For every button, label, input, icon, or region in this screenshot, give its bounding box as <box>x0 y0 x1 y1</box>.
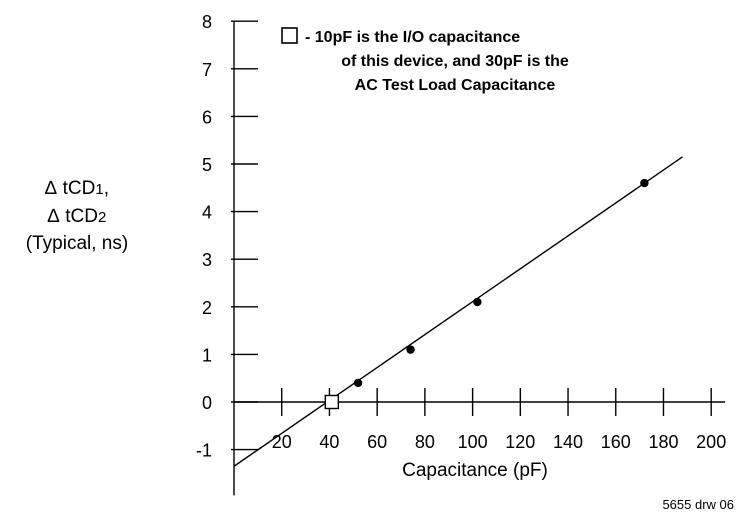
x-tick-label: 100 <box>458 432 488 452</box>
data-point <box>354 379 362 387</box>
data-point <box>406 345 414 353</box>
y-tick-label: 3 <box>202 250 212 270</box>
x-tick-label: 80 <box>415 432 435 452</box>
y-tick-label: -1 <box>196 441 212 461</box>
annotation: - 10pF is the I/O capacitance of this de… <box>282 28 569 94</box>
y-tick-label: 8 <box>202 12 212 32</box>
y-tick-label: 1 <box>202 345 212 365</box>
x-tick-label: 180 <box>648 432 678 452</box>
x-tick-label: 140 <box>553 432 583 452</box>
y-axis-label-line-2: ∆ tCD2 <box>48 206 107 227</box>
data-point <box>473 298 481 306</box>
x-tick-label: 60 <box>367 432 387 452</box>
trend-line <box>234 157 683 466</box>
y-tick-label: 2 <box>202 298 212 318</box>
x-tick-label: 200 <box>696 432 726 452</box>
annotation-square-icon <box>282 28 297 43</box>
y-axis-label: ∆ tCD1, ∆ tCD2 (Typical, ns) <box>26 178 128 254</box>
y-axis-label-line-3: (Typical, ns) <box>26 233 128 254</box>
y-tick-label: 5 <box>202 155 212 175</box>
annotation-line-1: - 10pF is the I/O capacitance <box>305 29 520 46</box>
x-tick-label: 20 <box>272 432 292 452</box>
y-tick-label: 6 <box>202 107 212 127</box>
annotation-line-2: of this device, and 30pF is the <box>341 53 569 70</box>
y-tick-label: 7 <box>202 60 212 80</box>
x-axis-label: Capacitance (pF) <box>402 460 548 481</box>
y-axis-label-line-1: ∆ tCD1, <box>45 178 109 199</box>
x-tick-label: 160 <box>601 432 631 452</box>
y-tick-label: 4 <box>202 203 212 223</box>
y-tick-label: 0 <box>202 393 212 413</box>
reference-point-marker <box>325 396 338 409</box>
x-tick-label: 40 <box>319 432 339 452</box>
x-ticks: 20 40 60 80 100 120 140 160 180 200 <box>272 388 727 452</box>
data-point <box>640 179 648 187</box>
annotation-line-3: AC Test Load Capacitance <box>355 77 556 94</box>
x-tick-label: 120 <box>505 432 535 452</box>
figure-credit: 5655 drw 06 <box>662 497 734 512</box>
y-ticks: 8 7 6 5 4 3 2 1 0 -1 <box>196 12 258 460</box>
